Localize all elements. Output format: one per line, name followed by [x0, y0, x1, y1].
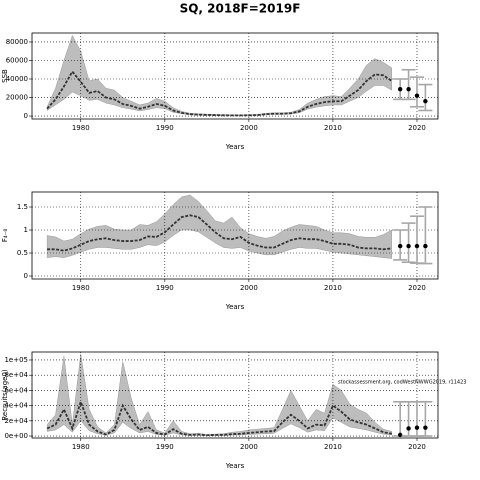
- plot-frame: [31, 32, 439, 120]
- forecast-point: [414, 93, 420, 98]
- y-tick-label: 40000: [6, 75, 28, 83]
- forecast-point: [406, 426, 411, 431]
- y-tick-label: 80000: [6, 38, 28, 46]
- plot-frame: [31, 191, 439, 280]
- y-tick-label: 1.5: [17, 203, 28, 211]
- estimate-line: [46, 70, 393, 117]
- y-tick-label: 0: [24, 112, 28, 120]
- y-tick-label: 1e+05: [4, 356, 28, 364]
- confidence-band: [46, 353, 393, 436]
- x-tick-label: 2010: [324, 124, 342, 132]
- forecast-point: [397, 243, 403, 249]
- y-tick-label: 1: [24, 226, 28, 234]
- x-tick-label: 1980: [72, 284, 90, 292]
- y-tick-label: 0e+00: [4, 432, 28, 440]
- x-tick-label: 2000: [240, 284, 258, 292]
- forecast-point: [414, 243, 420, 249]
- x-tick-label: 2010: [324, 284, 342, 292]
- y-tick-label: 20000: [6, 94, 28, 102]
- forecast-point: [397, 432, 403, 438]
- x-tick-label: 2020: [408, 443, 426, 451]
- estimate-line: [47, 214, 392, 252]
- forecast-point: [406, 86, 411, 92]
- y-axis-label: F₄₋₈: [1, 229, 9, 243]
- x-axis-label: Years: [225, 303, 245, 311]
- chart-title: SQ, 2018F=2019F: [180, 2, 301, 16]
- plot-frame: [31, 351, 439, 439]
- x-axis-label: Years: [225, 143, 245, 151]
- y-tick-label: 60000: [6, 56, 28, 64]
- y-tick-label: 0: [24, 272, 28, 280]
- x-tick-label: 2000: [240, 124, 258, 132]
- x-tick-label: 1980: [72, 443, 90, 451]
- estimate-line: [46, 399, 392, 437]
- x-tick-label: 1990: [156, 284, 174, 292]
- y-axis-label: Recruits(age0): [1, 369, 9, 421]
- x-tick-label: 2000: [240, 443, 258, 451]
- forecast-point: [414, 425, 420, 430]
- forecast-point: [423, 425, 428, 430]
- x-tick-label: 1980: [72, 124, 90, 132]
- x-tick-label: 1990: [156, 443, 174, 451]
- y-tick-label: 6e+04: [4, 386, 28, 394]
- x-tick-label: 2010: [324, 443, 342, 451]
- forecast-point: [423, 99, 428, 104]
- forecast-point: [423, 243, 428, 249]
- x-tick-label: 1990: [156, 124, 174, 132]
- forecast-point: [406, 243, 411, 249]
- confidence-band: [46, 34, 393, 116]
- x-axis-label: Years: [225, 462, 245, 470]
- x-tick-label: 2020: [408, 124, 426, 132]
- annotation: stockassessment.org, codWestNWWG2019, r1…: [338, 380, 466, 386]
- forecast-point: [397, 86, 403, 92]
- y-tick-label: 0.5: [17, 249, 28, 257]
- y-tick-label: 2e+04: [4, 417, 28, 425]
- y-axis-label: SSB: [1, 69, 9, 83]
- x-tick-label: 2020: [408, 284, 426, 292]
- confidence-band: [46, 194, 393, 259]
- y-tick-label: 8e+04: [4, 371, 28, 379]
- y-tick-label: 4e+04: [4, 402, 28, 410]
